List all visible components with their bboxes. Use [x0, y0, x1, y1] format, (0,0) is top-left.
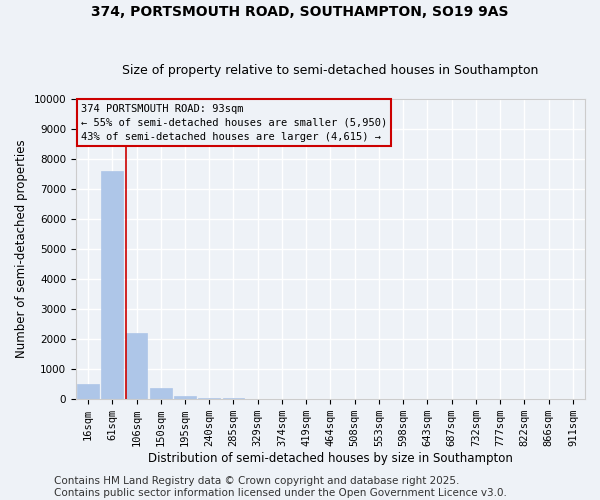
Bar	[125, 333, 148, 399]
Bar	[101, 171, 123, 399]
Title: Size of property relative to semi-detached houses in Southampton: Size of property relative to semi-detach…	[122, 64, 539, 77]
Bar	[77, 384, 99, 399]
Bar	[174, 396, 196, 399]
Text: Contains HM Land Registry data © Crown copyright and database right 2025.
Contai: Contains HM Land Registry data © Crown c…	[54, 476, 507, 498]
Bar	[199, 398, 220, 399]
X-axis label: Distribution of semi-detached houses by size in Southampton: Distribution of semi-detached houses by …	[148, 452, 513, 465]
Y-axis label: Number of semi-detached properties: Number of semi-detached properties	[15, 140, 28, 358]
Bar	[150, 388, 172, 399]
Text: 374, PORTSMOUTH ROAD, SOUTHAMPTON, SO19 9AS: 374, PORTSMOUTH ROAD, SOUTHAMPTON, SO19 …	[91, 5, 509, 19]
Text: 374 PORTSMOUTH ROAD: 93sqm
← 55% of semi-detached houses are smaller (5,950)
43%: 374 PORTSMOUTH ROAD: 93sqm ← 55% of semi…	[81, 104, 387, 142]
Bar	[223, 398, 244, 399]
